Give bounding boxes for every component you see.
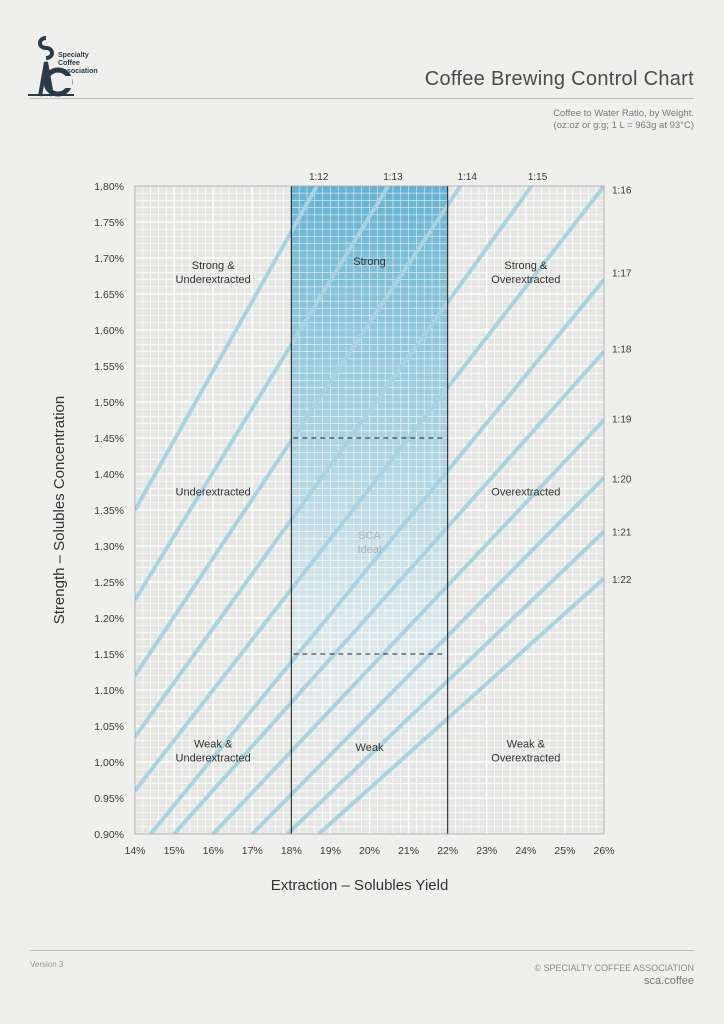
subtitle-line1: Coffee to Water Ratio, by Weight. [553, 108, 694, 119]
region-label: Strong & [192, 260, 235, 272]
y-tick-label: 0.95% [94, 793, 124, 805]
x-tick-label: 24% [515, 845, 536, 857]
ratio-line-1-14 [135, 186, 463, 677]
copyright-text: © SPECIALTY COFFEE ASSOCIATION [534, 963, 694, 973]
region-label: Underextracted [176, 487, 251, 499]
logo-text-line2: Coffee [58, 60, 80, 67]
region-label: Weak & [507, 739, 546, 751]
x-tick-label: 17% [242, 845, 263, 857]
x-tick-label: 20% [359, 845, 380, 857]
y-tick-label: 1.00% [94, 757, 124, 769]
x-tick-label: 25% [554, 845, 575, 857]
logo-text-line3: Association [58, 68, 98, 75]
ratio-line-1-19 [211, 418, 604, 834]
region-label: Overextracted [491, 274, 560, 286]
y-tick-label: 1.80% [94, 181, 124, 193]
y-tick-label: 1.45% [94, 433, 124, 445]
region-label: Ideal [358, 544, 382, 556]
x-tick-label: 18% [281, 845, 302, 857]
y-tick-label: 1.10% [94, 685, 124, 697]
region-label: SCA [358, 530, 381, 542]
x-tick-label: 21% [398, 845, 419, 857]
ratio-label: 1:19 [612, 415, 632, 426]
logo-text: Specialty Coffee Association [58, 52, 98, 76]
region-label: Strong & [504, 260, 547, 272]
x-tick-label: 26% [593, 845, 614, 857]
ratio-label: 1:21 [612, 528, 632, 539]
ratio-line-1-20 [250, 476, 604, 834]
ratio-label: 1:20 [612, 474, 632, 485]
x-tick-label: 16% [203, 845, 224, 857]
y-tick-label: 1.15% [94, 649, 124, 661]
ratio-label: 1:13 [383, 172, 403, 183]
region-label: Underextracted [176, 274, 251, 286]
website-text: sca.coffee [644, 975, 694, 987]
region-label: Overextracted [491, 753, 560, 765]
region-label: Overextracted [491, 487, 560, 499]
subtitle-line2: (oz:oz or g:g; 1 L = 963g at 93°C) [553, 120, 695, 131]
y-tick-label: 1.50% [94, 397, 124, 409]
plot-frame [134, 185, 605, 835]
ratio-line-1-13 [135, 186, 391, 602]
y-tick-label: 0.90% [94, 829, 124, 841]
ratio-label: 1:16 [612, 186, 632, 197]
y-tick-label: 1.40% [94, 469, 124, 481]
ratio-label: 1:17 [612, 268, 632, 279]
ratio-line-1-17 [149, 278, 604, 834]
ratio-line-1-21 [286, 530, 604, 834]
x-tick-label: 14% [124, 845, 145, 857]
footer-divider [30, 950, 694, 951]
y-axis-title: Strength – Solubles Concentration [51, 396, 68, 624]
x-tick-label: 22% [437, 845, 458, 857]
ratio-line-1-18 [172, 350, 604, 834]
sca-logo-icon [28, 36, 74, 97]
ratio-label: 1:22 [612, 575, 632, 586]
footer-credits: © SPECIALTY COFFEE ASSOCIATION sca.coffe… [534, 962, 694, 988]
x-tick-label: 19% [320, 845, 341, 857]
chart-subtitle: Coffee to Water Ratio, by Weight. (oz:oz… [553, 108, 694, 132]
ratio-line-1-12 [135, 186, 320, 511]
x-tick-label: 15% [164, 845, 185, 857]
y-tick-label: 1.75% [94, 217, 124, 229]
ratio-line-1-15 [135, 186, 534, 738]
ratio-label: 1:15 [528, 172, 548, 183]
y-tick-label: 1.65% [94, 289, 124, 301]
y-tick-label: 1.55% [94, 361, 124, 373]
ratio-line-1-16 [135, 186, 604, 793]
y-tick-label: 1.20% [94, 613, 124, 625]
y-tick-label: 1.60% [94, 325, 124, 337]
y-tick-label: 1.35% [94, 505, 124, 517]
y-tick-label: 1.70% [94, 253, 124, 265]
page-title: Coffee Brewing Control Chart [424, 68, 694, 90]
y-tick-label: 1.30% [94, 541, 124, 553]
region-label: Weak & [194, 739, 233, 751]
ratio-line-1-22 [317, 576, 604, 834]
region-label: Strong [353, 256, 385, 268]
y-tick-label: 1.25% [94, 577, 124, 589]
version-label: Version 3 [30, 960, 64, 969]
logo-text-line1: Specialty [58, 52, 89, 59]
x-axis-title: Extraction – Solubles Yield [271, 877, 449, 894]
ratio-label: 1:14 [457, 172, 477, 183]
ratio-label: 1:12 [309, 172, 329, 183]
y-tick-label: 1.05% [94, 721, 124, 733]
region-label: Underextracted [176, 753, 251, 765]
ratio-label: 1:18 [612, 345, 632, 356]
region-label: Weak [356, 742, 384, 754]
x-tick-label: 23% [476, 845, 497, 857]
header-divider [30, 98, 694, 99]
